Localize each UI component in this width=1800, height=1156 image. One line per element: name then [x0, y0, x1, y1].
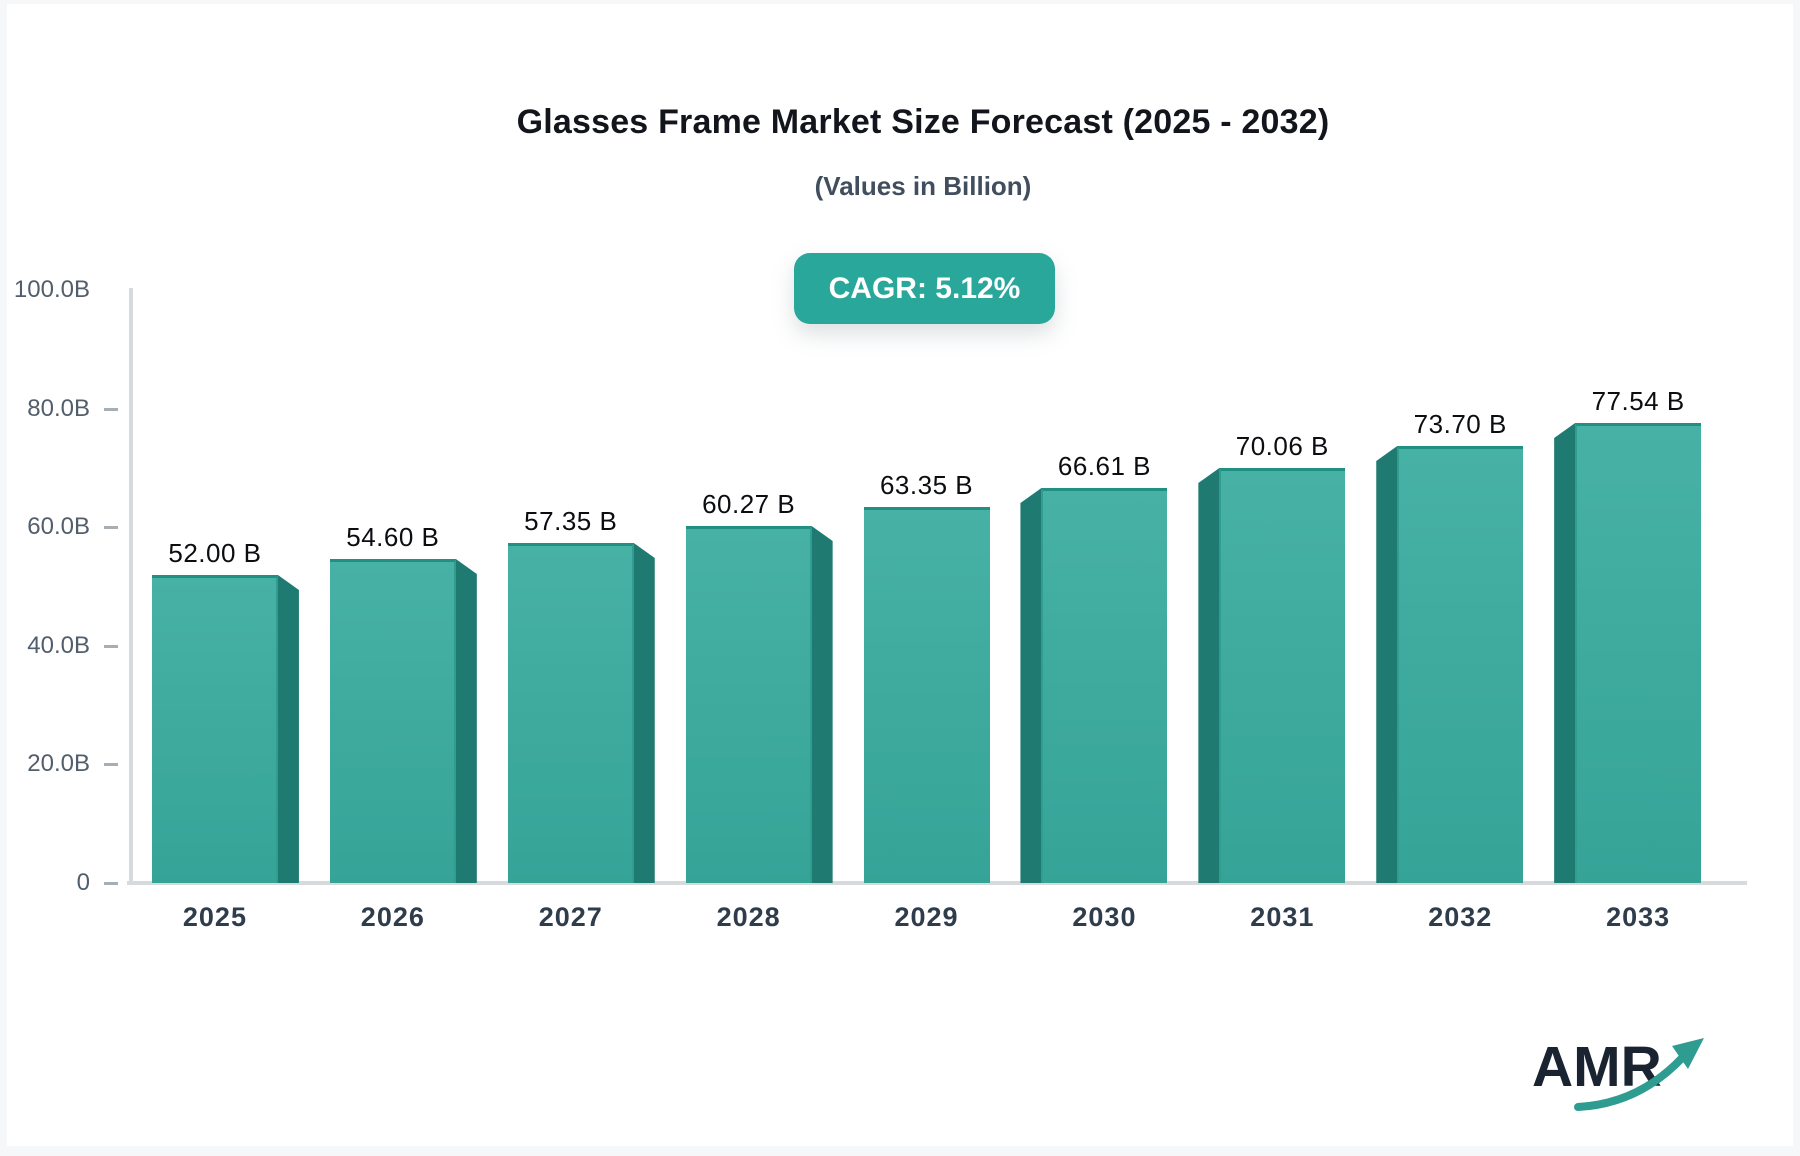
bar-value-label: 63.35 B [879, 470, 974, 500]
bar-value-label: 66.61 B [1057, 451, 1151, 481]
bar-2027 [507, 543, 634, 883]
cagr-badge: CAGR: 5.12% [794, 253, 1055, 324]
bar-value-label: 52.00 B [168, 538, 262, 568]
chart-title: Glasses Frame Market Size Forecast (2025… [516, 103, 1330, 141]
bar-2025 [151, 575, 278, 883]
bar-side-face-2027 [633, 543, 655, 883]
bar-2026 [329, 559, 456, 883]
x-tick-label-2030: 2030 [1072, 902, 1137, 932]
y-tick-label: 20.0B [27, 750, 90, 778]
y-tick-label: 100.0B [13, 276, 90, 303]
bar-value-label: 54.60 B [346, 522, 440, 552]
amr-logo: AMR [1532, 1035, 1704, 1111]
chart-subtitle: (Values in Billion) [814, 171, 1032, 201]
x-axis-line [127, 881, 1747, 885]
y-tick-mark [104, 644, 118, 648]
bar-value-label: 60.27 B [702, 489, 796, 519]
y-tick-label: 40.0B [27, 631, 90, 659]
y-tick-mark [104, 882, 118, 885]
bar-2030 [1041, 488, 1168, 883]
y-tick-label: 80.0B [27, 394, 90, 422]
x-tick-label-2026: 2026 [360, 902, 425, 932]
bar-value-label: 70.06 B [1235, 431, 1329, 461]
bar-2032 [1397, 446, 1524, 883]
bar-2033 [1575, 423, 1702, 883]
y-tick-label: 0 [76, 869, 90, 896]
bar-2031 [1219, 468, 1346, 883]
bar-value-label: 73.70 B [1413, 409, 1507, 439]
bar-side-face-2026 [455, 559, 477, 883]
x-tick-label-2028: 2028 [716, 902, 781, 932]
bar-side-face-2033 [1554, 423, 1576, 883]
y-tick-mark [104, 526, 118, 530]
bar-value-label: 57.35 B [524, 506, 618, 536]
bar-side-face-2032 [1376, 446, 1398, 883]
x-tick-label-2027: 2027 [538, 902, 603, 932]
bar-value-label: 77.54 B [1591, 386, 1685, 416]
growth-arrow-icon [1574, 1038, 1704, 1111]
y-tick-mark [104, 407, 118, 411]
x-tick-label-2032: 2032 [1428, 902, 1493, 932]
y-tick-label: 60.0B [27, 513, 90, 541]
bar-side-face-2025 [277, 575, 299, 883]
x-tick-label-2025: 2025 [182, 902, 247, 932]
bar-2028 [685, 526, 812, 883]
x-tick-label-2033: 2033 [1606, 902, 1671, 932]
x-tick-label-2029: 2029 [894, 902, 959, 932]
bar-side-face-2030 [1020, 488, 1042, 883]
bar-side-face-2028 [811, 526, 833, 883]
y-tick-mark [104, 763, 118, 767]
bar-2029 [863, 507, 990, 883]
y-axis-line [129, 288, 133, 885]
x-tick-label-2031: 2031 [1250, 902, 1315, 932]
bar-side-face-2031 [1198, 468, 1220, 883]
